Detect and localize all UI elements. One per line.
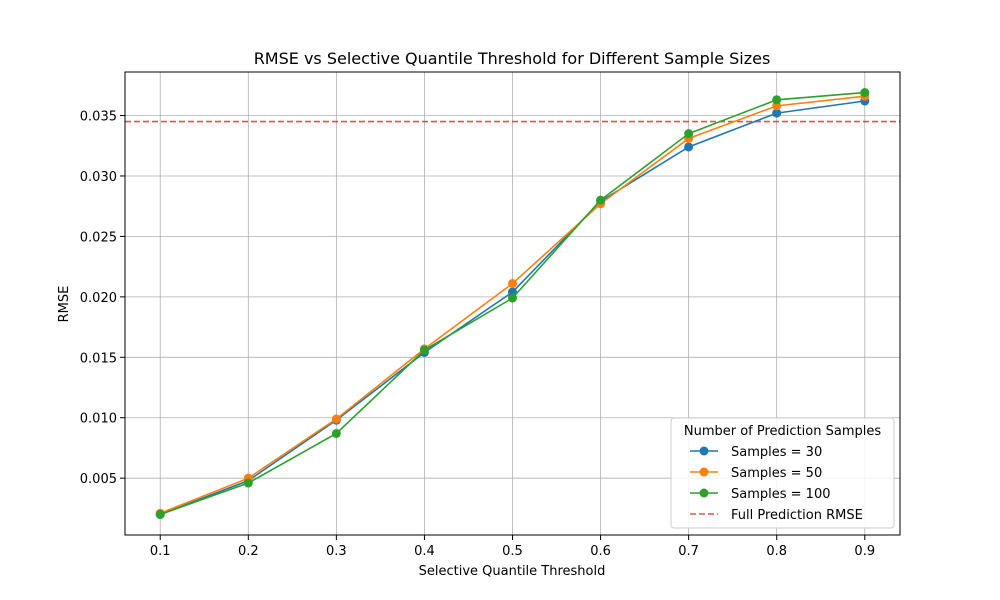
series-3-point [155, 509, 165, 519]
legend: Number of Prediction Samples Samples = 30… [670, 417, 895, 529]
x-tick-label: 0.2 [238, 544, 259, 559]
x-tick-label: 0.4 [414, 544, 435, 559]
series-3-point [331, 428, 341, 438]
legend-label-reference: Full Prediction RMSE [731, 508, 863, 523]
y-tick-label: 0.020 [80, 291, 117, 306]
x-axis-ticks: 0.1 0.2 0.3 0.4 0.5 0.6 0.7 0.8 0.9 [150, 535, 875, 559]
series-group [155, 88, 870, 519]
y-axis-ticks: 0.005 0.010 0.015 0.020 0.025 0.030 0.035 [80, 110, 125, 487]
legend-marker-2 [699, 467, 709, 477]
series-1-point [772, 108, 782, 118]
x-tick-label: 0.6 [590, 544, 611, 559]
series-3-point [684, 129, 694, 139]
y-tick-label: 0.005 [80, 472, 117, 487]
x-tick-label: 0.5 [502, 544, 523, 559]
y-axis-label: RMSE [57, 286, 72, 323]
series-3-point [508, 293, 517, 303]
x-tick-label: 0.1 [150, 544, 171, 559]
y-tick-label: 0.030 [80, 170, 117, 185]
x-tick-label: 0.8 [766, 544, 787, 559]
series-2-point [508, 279, 517, 289]
legend-marker-3 [699, 488, 709, 498]
legend-marker-1 [699, 446, 709, 456]
x-tick-label: 0.9 [854, 544, 875, 559]
series-3-point [596, 195, 606, 205]
series-1-point [684, 142, 694, 152]
y-tick-label: 0.015 [80, 351, 117, 366]
legend-label-2: Samples = 50 [731, 466, 822, 481]
legend-box [670, 417, 895, 529]
y-tick-label: 0.025 [80, 230, 117, 245]
series-3-point [772, 95, 782, 105]
x-tick-label: 0.7 [678, 544, 699, 559]
x-axis-label: Selective Quantile Threshold [419, 564, 606, 579]
legend-title: Number of Prediction Samples [684, 424, 881, 439]
series-3-point [243, 478, 253, 488]
chart-title: RMSE vs Selective Quantile Threshold for… [254, 49, 771, 68]
y-tick-label: 0.035 [80, 110, 117, 125]
y-tick-label: 0.010 [80, 412, 117, 427]
series-3-point [860, 88, 870, 98]
series-3-point [419, 345, 429, 355]
legend-label-1: Samples = 30 [731, 445, 822, 460]
legend-label-3: Samples = 100 [731, 487, 831, 502]
x-tick-label: 0.3 [326, 544, 347, 559]
series-2-point [331, 414, 341, 424]
